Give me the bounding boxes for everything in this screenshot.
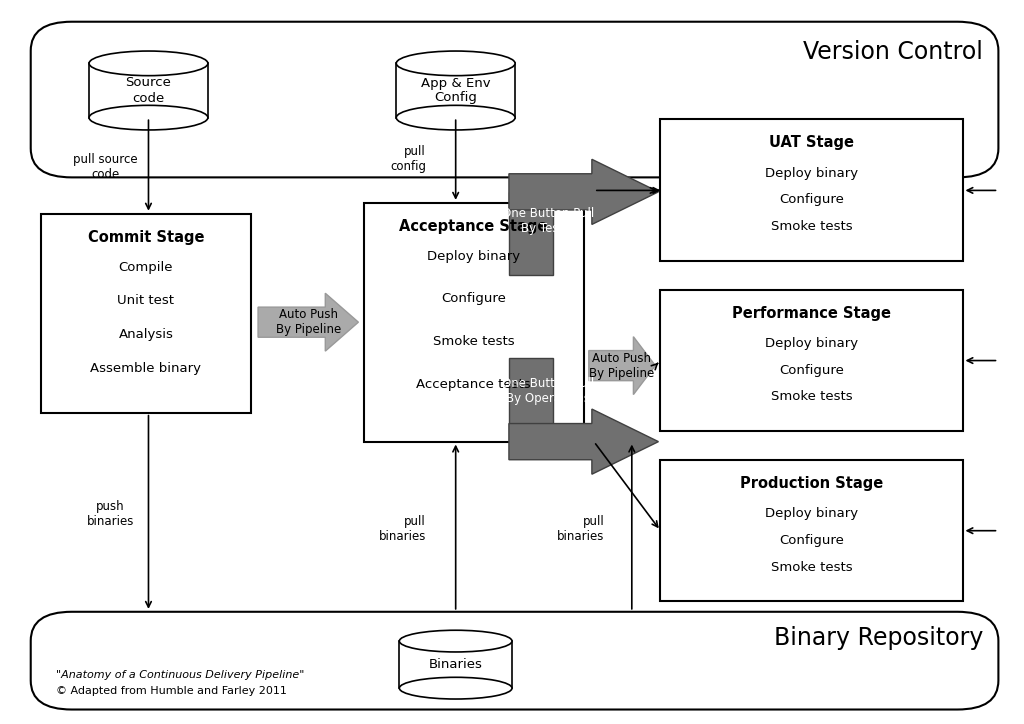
- Bar: [41, 214, 251, 413]
- Text: Deploy binary: Deploy binary: [765, 167, 858, 180]
- Text: Version Control: Version Control: [803, 40, 983, 64]
- Text: App & Env
Config: App & Env Config: [421, 77, 490, 104]
- Ellipse shape: [399, 678, 512, 699]
- Text: UAT Stage: UAT Stage: [769, 135, 854, 151]
- Text: Acceptance tests: Acceptance tests: [417, 378, 530, 391]
- Text: pull
binaries: pull binaries: [557, 515, 604, 542]
- Ellipse shape: [396, 51, 515, 76]
- Bar: [509, 358, 553, 442]
- Bar: [660, 290, 963, 431]
- Bar: [660, 119, 963, 261]
- Bar: [399, 641, 512, 688]
- Text: © Adapted from Humble and Farley 2011: © Adapted from Humble and Farley 2011: [56, 686, 287, 696]
- Text: Binaries: Binaries: [429, 658, 482, 671]
- Bar: [396, 64, 515, 117]
- Text: Analysis: Analysis: [119, 328, 173, 341]
- Polygon shape: [258, 293, 358, 351]
- Text: Smoke tests: Smoke tests: [433, 335, 514, 348]
- Ellipse shape: [89, 105, 208, 130]
- Text: Acceptance Stage: Acceptance Stage: [399, 219, 548, 234]
- Text: Binary Repository: Binary Repository: [774, 626, 983, 650]
- Text: "Anatomy of a Continuous Delivery Pipeline": "Anatomy of a Continuous Delivery Pipeli…: [56, 670, 305, 680]
- Bar: [660, 460, 963, 601]
- Text: Performance Stage: Performance Stage: [732, 306, 891, 321]
- Text: Smoke tests: Smoke tests: [771, 390, 852, 403]
- Text: Configure: Configure: [779, 363, 844, 376]
- Text: Configure: Configure: [779, 193, 844, 206]
- Text: Smoke tests: Smoke tests: [771, 560, 852, 573]
- Polygon shape: [589, 337, 655, 395]
- Text: One Button Pull
By Operations: One Button Pull By Operations: [502, 377, 594, 405]
- Bar: [509, 192, 553, 275]
- Text: Commit Stage: Commit Stage: [88, 230, 204, 245]
- Ellipse shape: [396, 105, 515, 130]
- Text: Assemble binary: Assemble binary: [90, 362, 202, 375]
- Text: Auto Push
By Pipeline: Auto Push By Pipeline: [275, 308, 341, 336]
- Text: Deploy binary: Deploy binary: [427, 250, 520, 263]
- Text: Smoke tests: Smoke tests: [771, 220, 852, 233]
- Text: Configure: Configure: [779, 534, 844, 547]
- FancyBboxPatch shape: [31, 612, 998, 710]
- Text: pull source
code: pull source code: [73, 153, 138, 180]
- Ellipse shape: [89, 51, 208, 76]
- Text: push
binaries: push binaries: [87, 500, 134, 528]
- Text: Source
code: Source code: [126, 77, 171, 104]
- Bar: [364, 203, 584, 442]
- Text: Compile: Compile: [119, 261, 173, 274]
- Ellipse shape: [399, 630, 512, 652]
- Polygon shape: [509, 409, 658, 474]
- Text: Deploy binary: Deploy binary: [765, 337, 858, 350]
- Text: pull
binaries: pull binaries: [379, 515, 426, 542]
- Text: Deploy binary: Deploy binary: [765, 507, 858, 520]
- Text: Auto Push
By Pipeline: Auto Push By Pipeline: [589, 352, 654, 379]
- Text: Production Stage: Production Stage: [740, 476, 883, 491]
- Polygon shape: [509, 159, 658, 224]
- Bar: [89, 64, 208, 117]
- Text: Unit test: Unit test: [118, 295, 174, 308]
- Text: One Button Pull
By Tester: One Button Pull By Tester: [502, 207, 594, 235]
- FancyBboxPatch shape: [31, 22, 998, 177]
- Text: pull
config: pull config: [390, 146, 426, 173]
- Text: Configure: Configure: [441, 292, 506, 306]
